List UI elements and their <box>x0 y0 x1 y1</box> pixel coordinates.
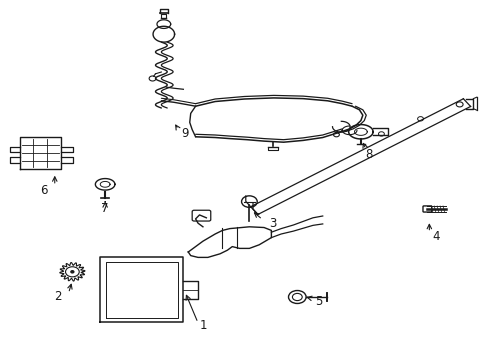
Text: 6: 6 <box>40 184 48 197</box>
Text: 7: 7 <box>101 202 109 215</box>
FancyBboxPatch shape <box>192 210 210 221</box>
Text: 3: 3 <box>268 217 276 230</box>
Text: 5: 5 <box>314 295 322 308</box>
Text: 1: 1 <box>199 319 206 332</box>
Text: 9: 9 <box>181 127 188 140</box>
Circle shape <box>71 271 74 273</box>
Text: 8: 8 <box>365 148 372 161</box>
FancyBboxPatch shape <box>422 206 431 212</box>
Text: 4: 4 <box>431 230 439 243</box>
Text: 2: 2 <box>54 291 61 303</box>
